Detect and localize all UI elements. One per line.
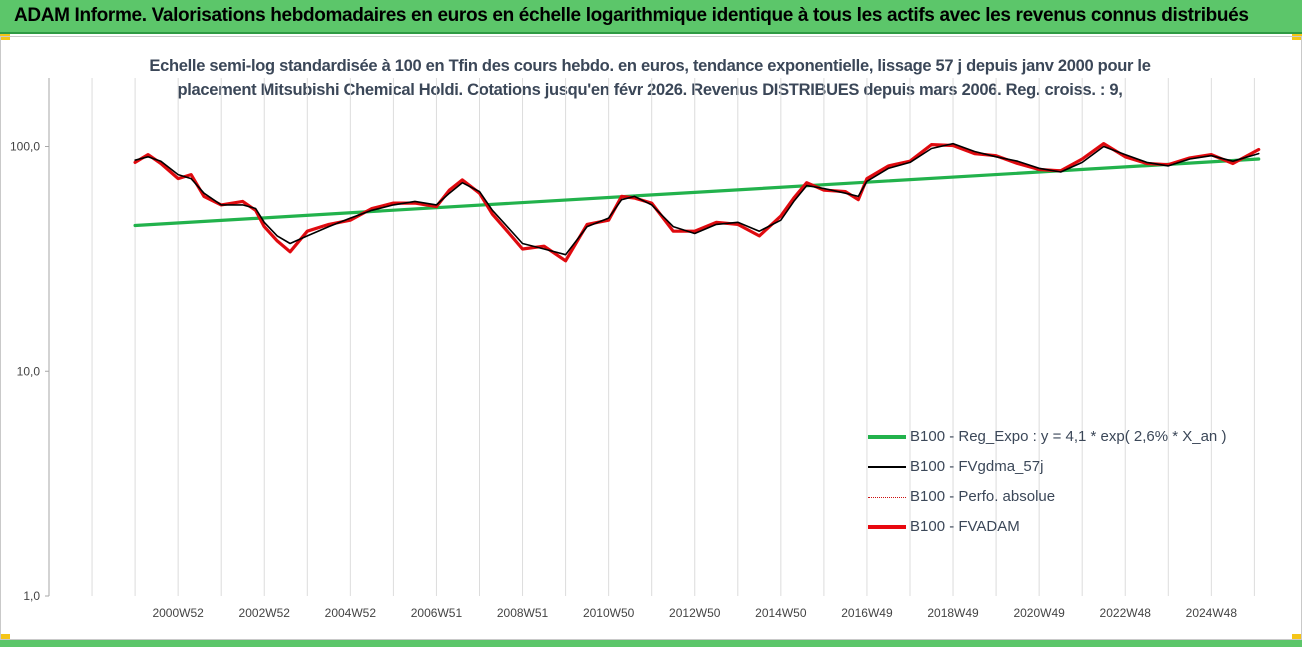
corner-marker-right [1292,34,1302,40]
legend-item-fvadam: B100 - FVADAM [866,516,1246,546]
x-tick-label-11: 2022W48 [1100,606,1152,620]
y-tick-label-1: 10,0 [17,364,41,378]
chart-subtitle-line-2: placement Mitsubishi Chemical Holdi. Cot… [177,81,1123,99]
x-tick-label-0: 2000W52 [152,606,204,620]
chart-subtitle-line-1: Echelle semi-log standardisée à 100 en T… [149,57,1151,75]
chart-subtitle: Echelle semi-log standardisée à 100 en T… [120,54,1180,102]
legend-label-fvadam: B100 - FVADAM [910,518,1020,535]
legend-swatch-absolute [868,497,906,498]
series-trend-line [133,157,1261,228]
legend-item-smoothed: B100 - FVgdma_57j [866,456,1246,486]
legend-label-smoothed: B100 - FVgdma_57j [910,458,1044,475]
legend-swatch-smoothed [868,466,906,468]
x-tick-label-9: 2018W49 [927,606,979,620]
header-bar: ADAM Informe. Valorisations hebdomadaire… [0,0,1302,34]
chart-legend: B100 - Reg_Expo : y = 4,1 * exp( 2,6% * … [866,426,1246,546]
x-tick-label-1: 2002W52 [239,606,291,620]
legend-label-absolute: B100 - Perfo. absolue [910,488,1056,505]
x-tick-label-10: 2020W49 [1013,606,1065,620]
series-absolute-line [134,143,1260,262]
x-tick-label-4: 2008W51 [497,606,549,620]
corner-marker-left [0,34,10,40]
x-tick-label-12: 2024W48 [1186,606,1238,620]
x-tick-label-3: 2006W51 [411,606,463,620]
corner-marker-bottom-right [1292,634,1302,640]
x-tick-label-8: 2016W49 [841,606,893,620]
x-tick-label-7: 2014W50 [755,606,807,620]
legend-swatch-trend [868,435,906,439]
legend-item-trend: B100 - Reg_Expo : y = 4,1 * exp( 2,6% * … [866,426,1246,456]
legend-item-absolute: B100 - Perfo. absolue [866,486,1246,516]
footer-bar [0,640,1302,647]
page-title: ADAM Informe. Valorisations hebdomadaire… [14,5,1249,26]
y-tick-label-0: 1,0 [23,589,40,603]
series-smoothed-line [134,142,1260,256]
corner-marker-bottom-left [0,634,10,640]
legend-label-trend: B100 - Reg_Expo : y = 4,1 * exp( 2,6% * … [910,428,1227,445]
legend-swatch-fvadam [868,525,906,529]
series-fvadam-line [133,142,1261,263]
x-tick-label-6: 2012W50 [669,606,721,620]
x-tick-label-2: 2004W52 [325,606,377,620]
x-tick-label-5: 2010W50 [583,606,635,620]
y-tick-label-2: 100,0 [10,140,40,154]
